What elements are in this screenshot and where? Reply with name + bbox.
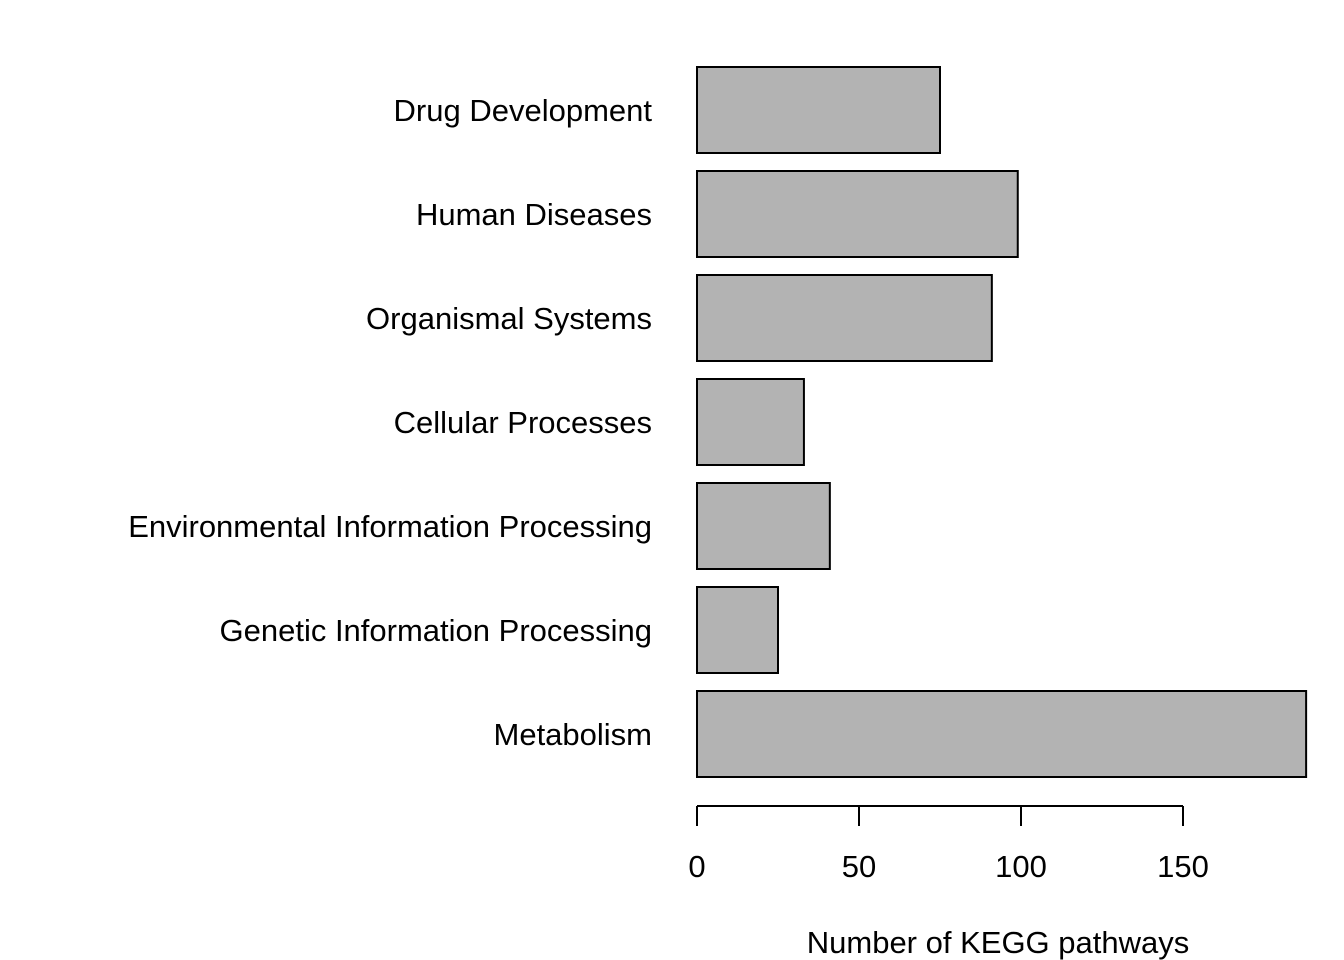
bars-group [696,66,1308,778]
x-tick-label-150: 150 [1157,849,1209,884]
x-tick-label-50: 50 [842,849,876,884]
x-axis-title: Number of KEGG pathways [807,925,1190,960]
x-tick-label-0: 0 [688,849,705,884]
bar-cellular-processes [696,378,805,466]
category-label-metabolism: Metabolism [494,717,653,752]
category-labels: Drug Development Human Diseases Organismal… [128,93,652,752]
x-axis: 0 50 100 150 [688,805,1209,884]
bar-metabolism [696,690,1308,778]
bar-genetic-information-processing [696,586,779,674]
bar-drug-development [696,66,941,154]
x-tick-label-100: 100 [995,849,1047,884]
category-label-cellular-processes: Cellular Processes [394,405,652,440]
category-label-human-diseases: Human Diseases [416,197,652,232]
category-label-genetic-information-processing: Genetic Information Processing [220,613,653,648]
bar-human-diseases [696,170,1019,258]
category-label-drug-development: Drug Development [394,93,653,128]
bar-organismal-systems [696,274,993,362]
category-label-environmental-information-processing: Environmental Information Processing [128,509,652,544]
bar-environmental-information-processing [696,482,831,570]
category-label-organismal-systems: Organismal Systems [366,301,652,336]
